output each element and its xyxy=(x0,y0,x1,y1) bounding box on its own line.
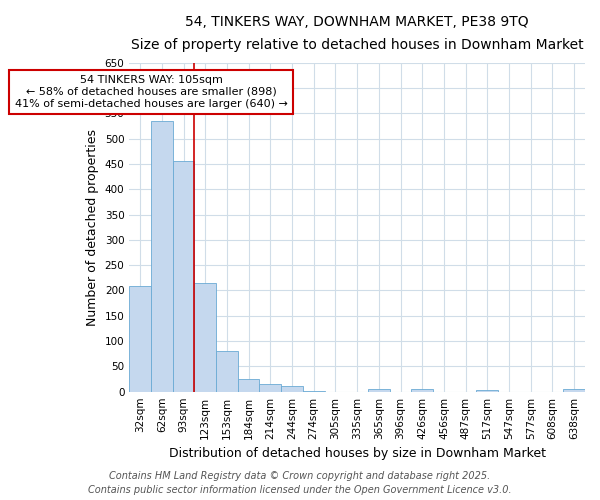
Bar xyxy=(281,386,303,392)
Text: 54 TINKERS WAY: 105sqm
← 58% of detached houses are smaller (898)
41% of semi-de: 54 TINKERS WAY: 105sqm ← 58% of detached… xyxy=(14,76,287,108)
X-axis label: Distribution of detached houses by size in Downham Market: Distribution of detached houses by size … xyxy=(169,447,545,460)
Bar xyxy=(412,389,433,392)
Bar xyxy=(238,379,259,392)
Text: Contains HM Land Registry data © Crown copyright and database right 2025.
Contai: Contains HM Land Registry data © Crown c… xyxy=(88,471,512,495)
Bar xyxy=(563,389,585,392)
Bar xyxy=(194,284,216,392)
Bar xyxy=(151,121,173,392)
Bar xyxy=(303,390,325,392)
Y-axis label: Number of detached properties: Number of detached properties xyxy=(86,128,99,326)
Bar xyxy=(259,384,281,392)
Bar xyxy=(476,390,498,392)
Bar xyxy=(216,351,238,392)
Bar xyxy=(368,388,389,392)
Bar xyxy=(173,162,194,392)
Title: 54, TINKERS WAY, DOWNHAM MARKET, PE38 9TQ
Size of property relative to detached : 54, TINKERS WAY, DOWNHAM MARKET, PE38 9T… xyxy=(131,15,583,52)
Bar xyxy=(129,286,151,392)
